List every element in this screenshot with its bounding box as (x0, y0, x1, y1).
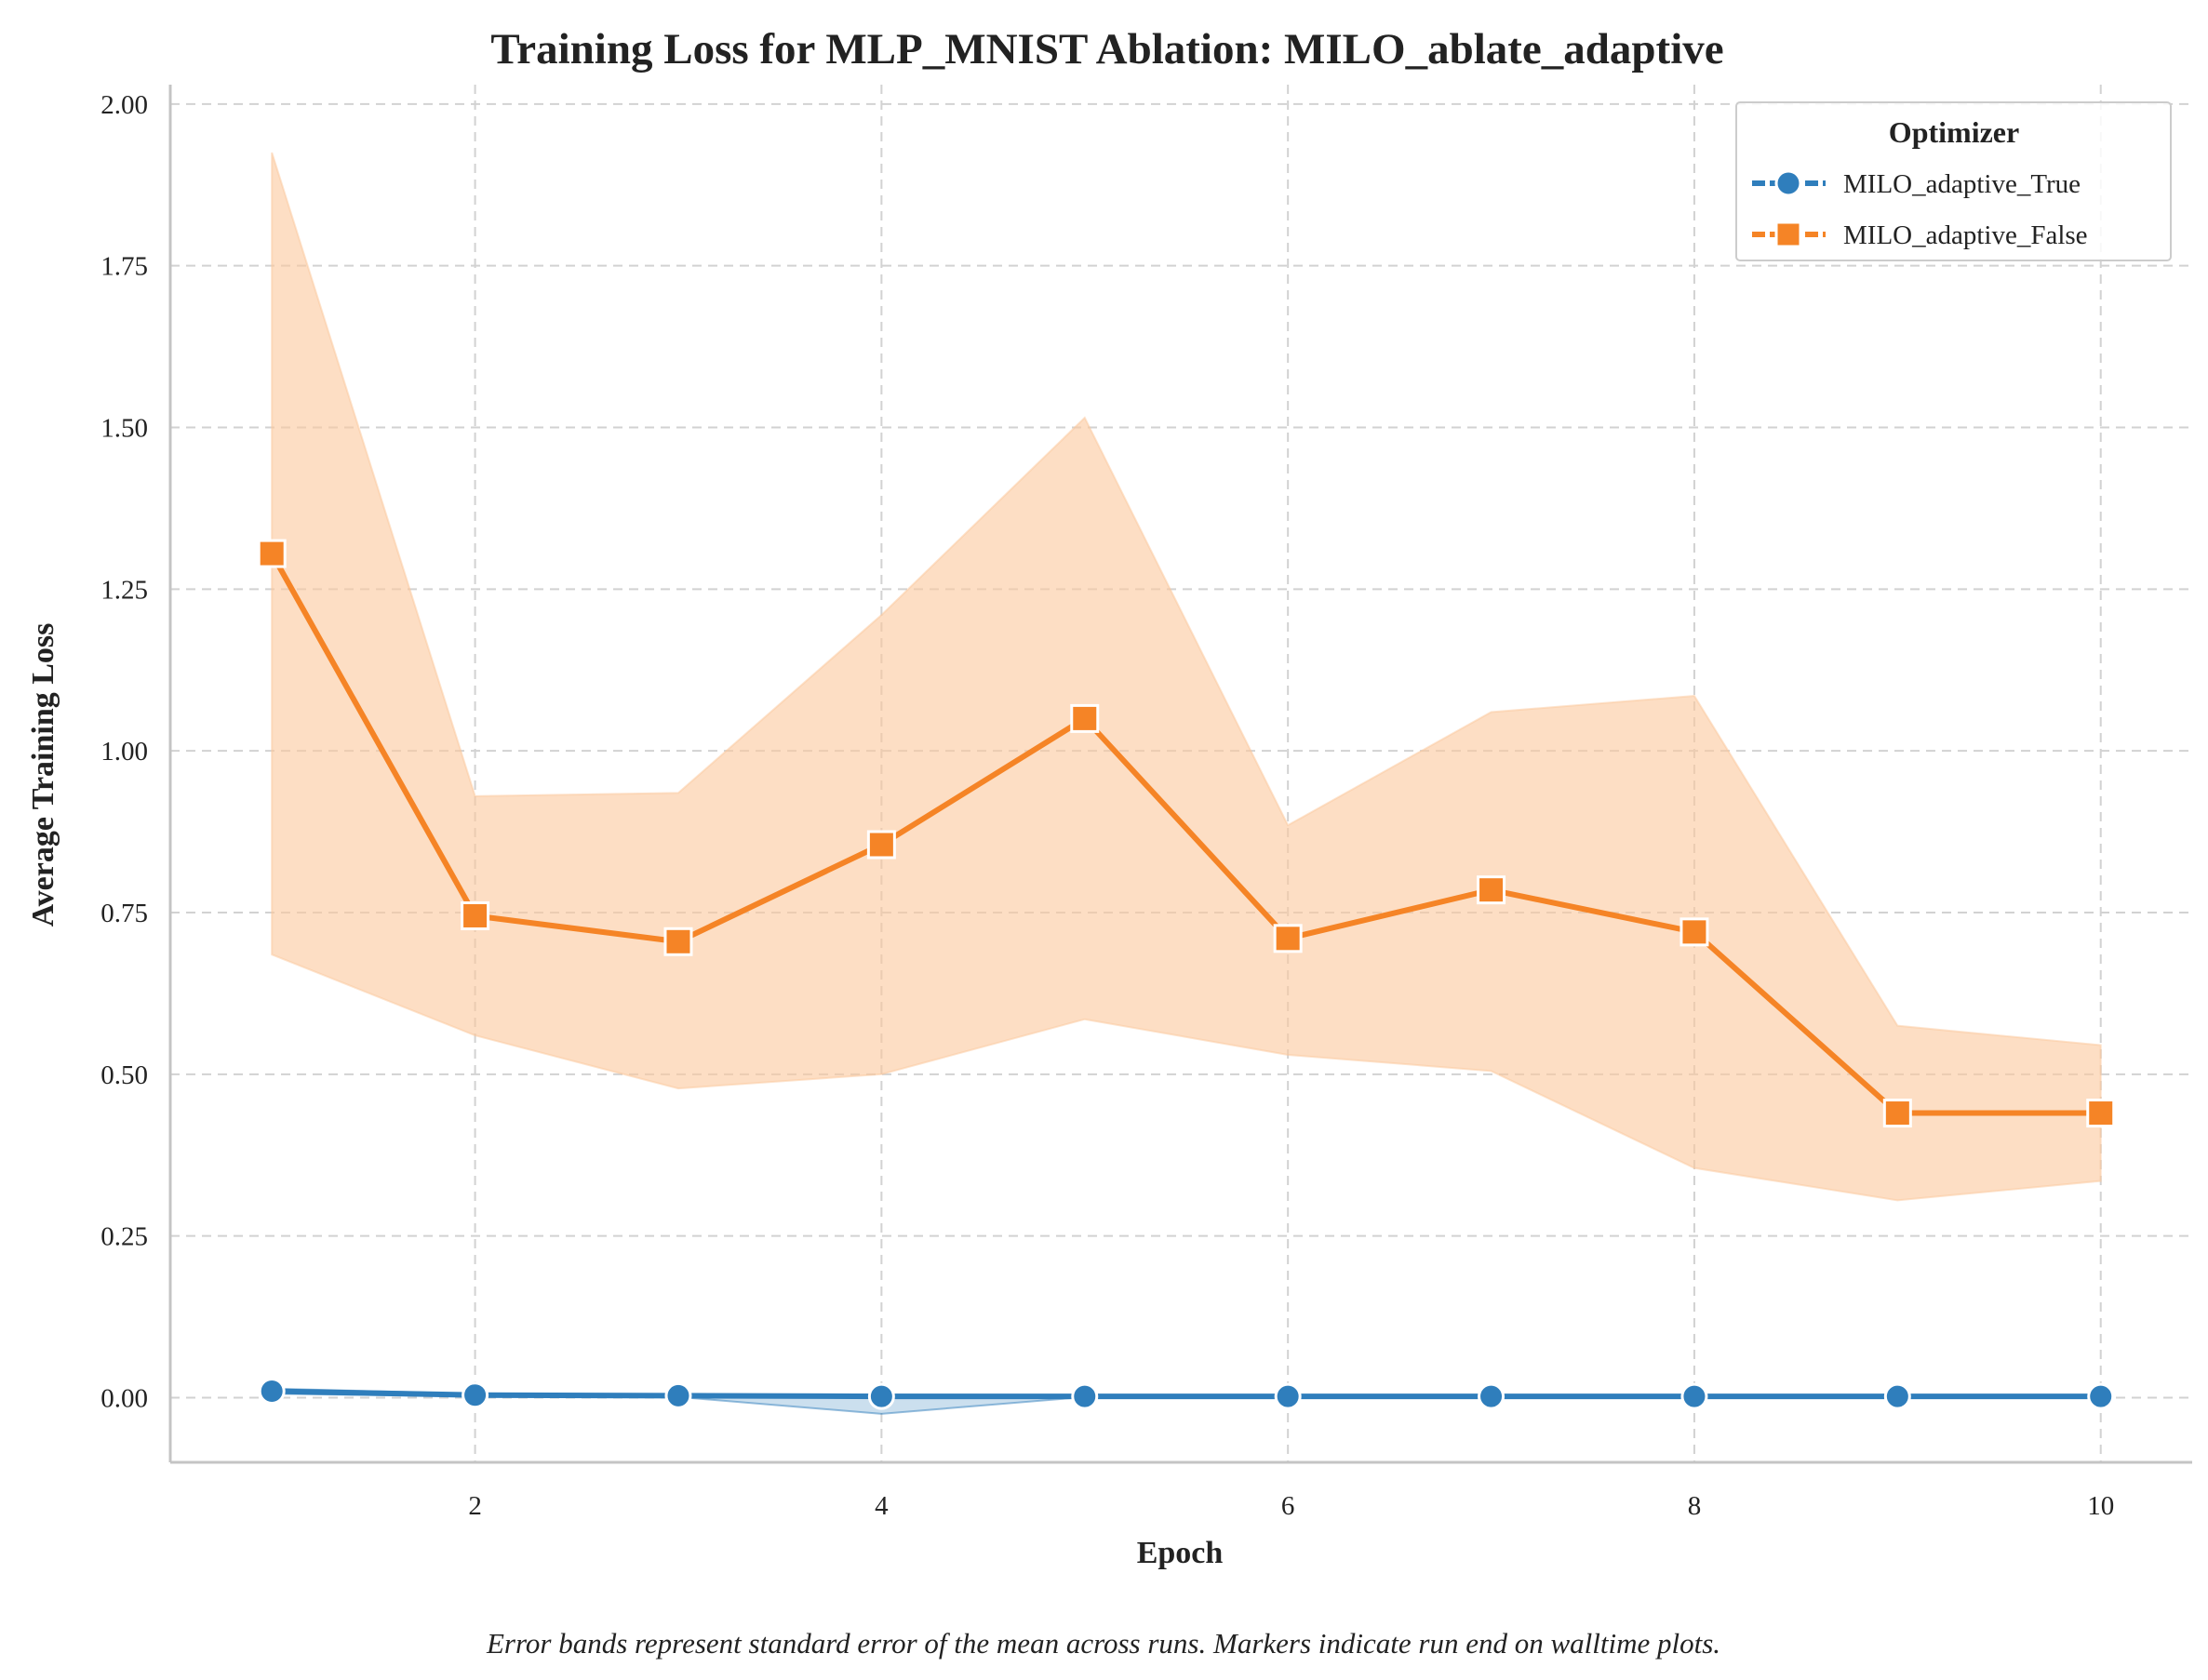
x-axis-label: Epoch (1137, 1536, 1224, 1570)
data-point-square (461, 900, 490, 930)
data-point-circle (1274, 1382, 1302, 1410)
y-tick-labels: 0.00 0.25 0.50 0.75 1.00 1.25 1.50 1.75 2.00 (100, 90, 148, 1414)
series-lines (269, 551, 2104, 1400)
data-point-square (1882, 1099, 1912, 1128)
data-point-circle (1883, 1382, 1911, 1410)
legend: Optimizer MILO_adaptive_TrueMILO_adaptiv… (1735, 101, 2172, 261)
legend-label-2: MILO_adaptive_False (1843, 220, 2088, 250)
chart-title: Training Loss for MLP_MNIST Ablation: MI… (490, 25, 1723, 73)
y-tick-label: 1.00 (100, 737, 148, 767)
chart-caption: Error bands represent standard error of … (486, 1627, 1720, 1660)
series-markers (257, 539, 2116, 1410)
data-point-square (1477, 875, 1506, 905)
x-tick-label: 10 (2087, 1491, 2114, 1521)
data-point-square (2086, 1099, 2116, 1128)
x-tick-label: 8 (1688, 1491, 1702, 1521)
y-tick-label: 1.75 (100, 252, 148, 282)
data-point-square (1273, 924, 1303, 953)
x-tick-label: 4 (875, 1491, 889, 1521)
legend-box (1735, 101, 2172, 261)
data-point-square (866, 830, 896, 860)
legend-square-marker (1774, 220, 1802, 248)
y-tick-label: 0.00 (100, 1383, 148, 1413)
data-point-circle (664, 1381, 692, 1409)
data-point-square (1070, 703, 1100, 733)
data-point-square (1679, 917, 1709, 947)
y-tick-label: 0.25 (100, 1222, 148, 1252)
data-point-circle (1071, 1382, 1099, 1410)
data-point-square (257, 539, 287, 568)
y-tick-label: 1.25 (100, 575, 148, 605)
y-tick-label: 1.50 (100, 414, 148, 444)
data-point-circle (2087, 1382, 2115, 1410)
legend-label-1: MILO_adaptive_True (1843, 169, 2081, 199)
data-point-circle (1680, 1382, 1708, 1410)
y-tick-label: 0.75 (100, 899, 148, 928)
error-band-2 (271, 152, 2102, 1202)
x-tick-label: 6 (1281, 1491, 1295, 1521)
legend-circle-marker (1774, 169, 1802, 197)
error-bands (271, 152, 2102, 1415)
x-tick-labels: 2 4 6 8 10 (468, 1491, 2114, 1521)
legend-entries: MILO_adaptive_True MILO_adaptive_False (1752, 169, 2088, 250)
y-tick-label: 2.00 (100, 90, 148, 120)
data-point-circle (462, 1381, 489, 1409)
data-point-square (663, 927, 693, 956)
y-tick-label: 0.50 (100, 1060, 148, 1090)
x-tick-label: 2 (468, 1491, 482, 1521)
legend-title: Optimizer (1889, 115, 2019, 149)
error-band-1 (271, 1387, 2102, 1415)
series-line-1 (269, 1388, 2104, 1400)
data-point-circle (867, 1382, 895, 1410)
series-line-2 (269, 551, 2104, 1116)
data-point-circle (258, 1378, 286, 1406)
y-axis-label: Average Training Loss (26, 623, 60, 927)
data-point-circle (1478, 1382, 1505, 1410)
